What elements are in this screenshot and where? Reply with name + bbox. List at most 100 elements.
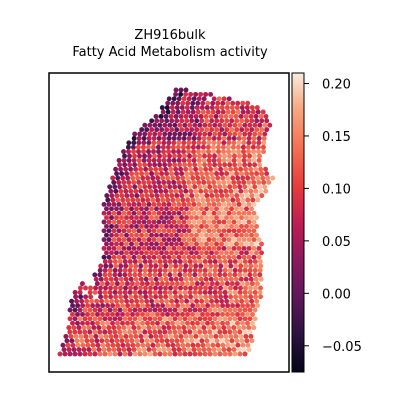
- spot: [82, 329, 88, 335]
- spot: [149, 338, 155, 344]
- spot: [162, 272, 168, 278]
- spot: [221, 135, 227, 141]
- spot: [151, 228, 157, 234]
- spot: [216, 245, 222, 251]
- spot: [232, 329, 238, 335]
- spot: [116, 219, 122, 225]
- spot: [211, 245, 217, 251]
- spot: [152, 122, 158, 128]
- spot: [116, 237, 122, 243]
- spot: [166, 149, 171, 155]
- spot: [79, 298, 85, 304]
- spot: [164, 281, 170, 287]
- spot: [248, 294, 254, 300]
- spot: [149, 118, 155, 124]
- spot: [202, 259, 208, 265]
- spot: [249, 281, 255, 287]
- colorbar-tick-label: 0.00: [322, 287, 351, 302]
- spot: [239, 193, 245, 199]
- spot: [205, 144, 211, 150]
- spot: [170, 311, 175, 317]
- spot: [222, 162, 228, 168]
- spot: [217, 259, 223, 265]
- spot: [156, 325, 162, 331]
- spot: [191, 201, 197, 207]
- spot: [174, 250, 179, 256]
- spot: [246, 157, 252, 163]
- spot: [127, 267, 133, 273]
- spot: [222, 184, 228, 190]
- spot: [182, 259, 188, 265]
- spot: [252, 272, 258, 278]
- spot: [166, 347, 172, 353]
- spot: [245, 197, 251, 203]
- spot: [259, 171, 265, 177]
- spot: [229, 206, 234, 212]
- spot: [257, 162, 263, 168]
- spot: [175, 100, 181, 106]
- spot: [224, 118, 230, 124]
- spot: [119, 223, 124, 229]
- spot: [242, 329, 248, 335]
- spot: [119, 298, 125, 304]
- spot: [141, 245, 147, 251]
- spot: [249, 118, 255, 124]
- spot: [70, 303, 76, 309]
- spot: [182, 153, 187, 159]
- spot: [212, 307, 218, 313]
- spot: [88, 285, 93, 291]
- spot: [256, 135, 262, 141]
- spot: [254, 281, 260, 287]
- spot: [215, 100, 221, 106]
- spot: [120, 311, 125, 317]
- spot: [225, 320, 230, 326]
- spot: [165, 303, 171, 309]
- spot: [252, 267, 258, 273]
- spot: [134, 250, 139, 256]
- spot: [256, 157, 262, 163]
- spot: [182, 184, 188, 190]
- spot: [186, 149, 191, 155]
- spot: [144, 241, 149, 247]
- spot: [248, 333, 254, 339]
- spot: [222, 131, 228, 137]
- spot: [177, 259, 183, 265]
- spot: [157, 329, 163, 335]
- spot: [109, 250, 114, 256]
- spot: [233, 285, 238, 291]
- spot: [79, 281, 85, 287]
- spot: [237, 259, 243, 265]
- spot: [222, 122, 228, 128]
- spot: [158, 166, 164, 172]
- spot: [200, 342, 206, 348]
- spot: [240, 342, 246, 348]
- spot: [187, 307, 193, 313]
- spot: [199, 298, 205, 304]
- spot: [201, 201, 207, 207]
- spot: [62, 351, 68, 357]
- spot: [137, 153, 142, 159]
- spot: [250, 303, 256, 309]
- spot: [177, 162, 183, 168]
- spot: [113, 285, 118, 291]
- spot: [204, 206, 209, 212]
- spot: [246, 347, 252, 353]
- spot: [247, 162, 253, 168]
- spot: [92, 316, 98, 322]
- spot: [139, 250, 144, 256]
- spot: [227, 316, 233, 322]
- spot: [72, 307, 78, 313]
- spot: [162, 184, 168, 190]
- spot: [116, 210, 122, 216]
- spot: [212, 289, 218, 295]
- spot: [242, 289, 248, 295]
- spot: [133, 333, 139, 339]
- spot: [196, 325, 202, 331]
- spot: [111, 237, 117, 243]
- spot: [177, 329, 183, 335]
- spot: [211, 219, 217, 225]
- spot: [259, 118, 265, 124]
- spot: [164, 232, 169, 238]
- spot: [203, 263, 209, 269]
- spot: [174, 232, 179, 238]
